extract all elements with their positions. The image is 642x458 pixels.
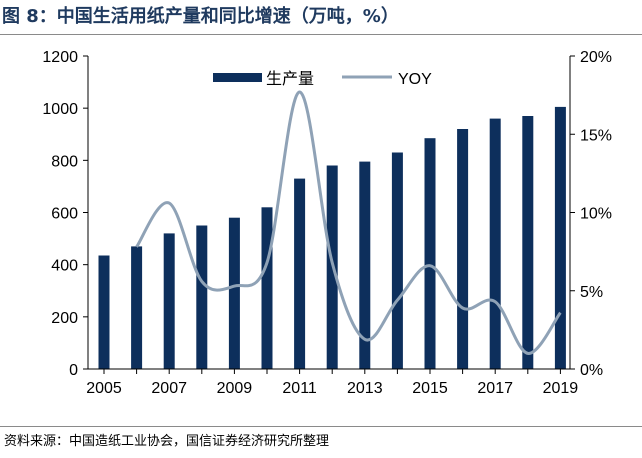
bar-2016: [457, 129, 469, 369]
bar-2019: [554, 106, 566, 370]
x-tick-label-2013: 2013: [347, 380, 383, 397]
left-tick-label-200: 200: [51, 310, 78, 327]
right-tick-label-20%: 20%: [580, 49, 612, 66]
bar-2010: [261, 207, 273, 369]
bar-2015: [424, 138, 436, 369]
left-tick-label-800: 800: [51, 153, 78, 170]
right-tick-label-10%: 10%: [580, 206, 612, 223]
title-divider: [0, 34, 642, 35]
chart: 0 200 400 600 800 1000 1200 0% 5% 10% 15% 20% 2005 20…: [42, 49, 612, 397]
yoy-line: [135, 90, 562, 355]
legend: 生产量 YOY: [213, 70, 432, 88]
legend-swatch-production: [213, 73, 262, 82]
bar-series: [98, 106, 566, 370]
bar-2014: [391, 152, 403, 369]
right-tick-label-5%: 5%: [580, 284, 603, 301]
axes: 0 200 400 600 800 1000 1200 0% 5% 10% 15% 20% 2005 20…: [42, 49, 612, 397]
line-series: [135, 90, 562, 355]
left-tick-label-1000: 1000: [42, 101, 78, 118]
right-tick-label-15%: 15%: [580, 127, 612, 144]
bar-2006: [131, 246, 143, 369]
bar-2009: [228, 217, 240, 369]
left-tick-label-1200: 1200: [42, 49, 78, 66]
source-note: 资料来源：中国造纸工业协会，国信证券经济研究所整理: [4, 434, 330, 449]
x-tick-label-2005: 2005: [86, 380, 122, 397]
legend-label-yoy: YOY: [398, 71, 432, 88]
x-tick-label-2009: 2009: [217, 380, 253, 397]
x-tick-label-2017: 2017: [477, 380, 513, 397]
bar-2008: [196, 225, 208, 369]
source-divider: [0, 426, 642, 427]
bar-2017: [489, 118, 501, 369]
x-tick-label-2007: 2007: [151, 380, 187, 397]
left-tick-label-0: 0: [69, 362, 78, 379]
bar-2005: [98, 255, 110, 369]
x-tick-label-2015: 2015: [412, 380, 448, 397]
x-tick-label-2019: 2019: [543, 380, 579, 397]
chart-title: 图 8：中国生活用纸产量和同比增速（万吨，%）: [2, 6, 399, 27]
x-tick-label-2011: 2011: [282, 380, 317, 397]
left-tick-label-600: 600: [51, 206, 78, 223]
legend-label-production: 生产量: [266, 70, 314, 88]
bar-2018: [522, 116, 534, 369]
bar-2013: [359, 161, 371, 369]
bar-2011: [294, 178, 306, 369]
bar-2007: [163, 233, 175, 369]
right-tick-label-0%: 0%: [580, 362, 603, 379]
left-tick-label-400: 400: [51, 258, 78, 275]
